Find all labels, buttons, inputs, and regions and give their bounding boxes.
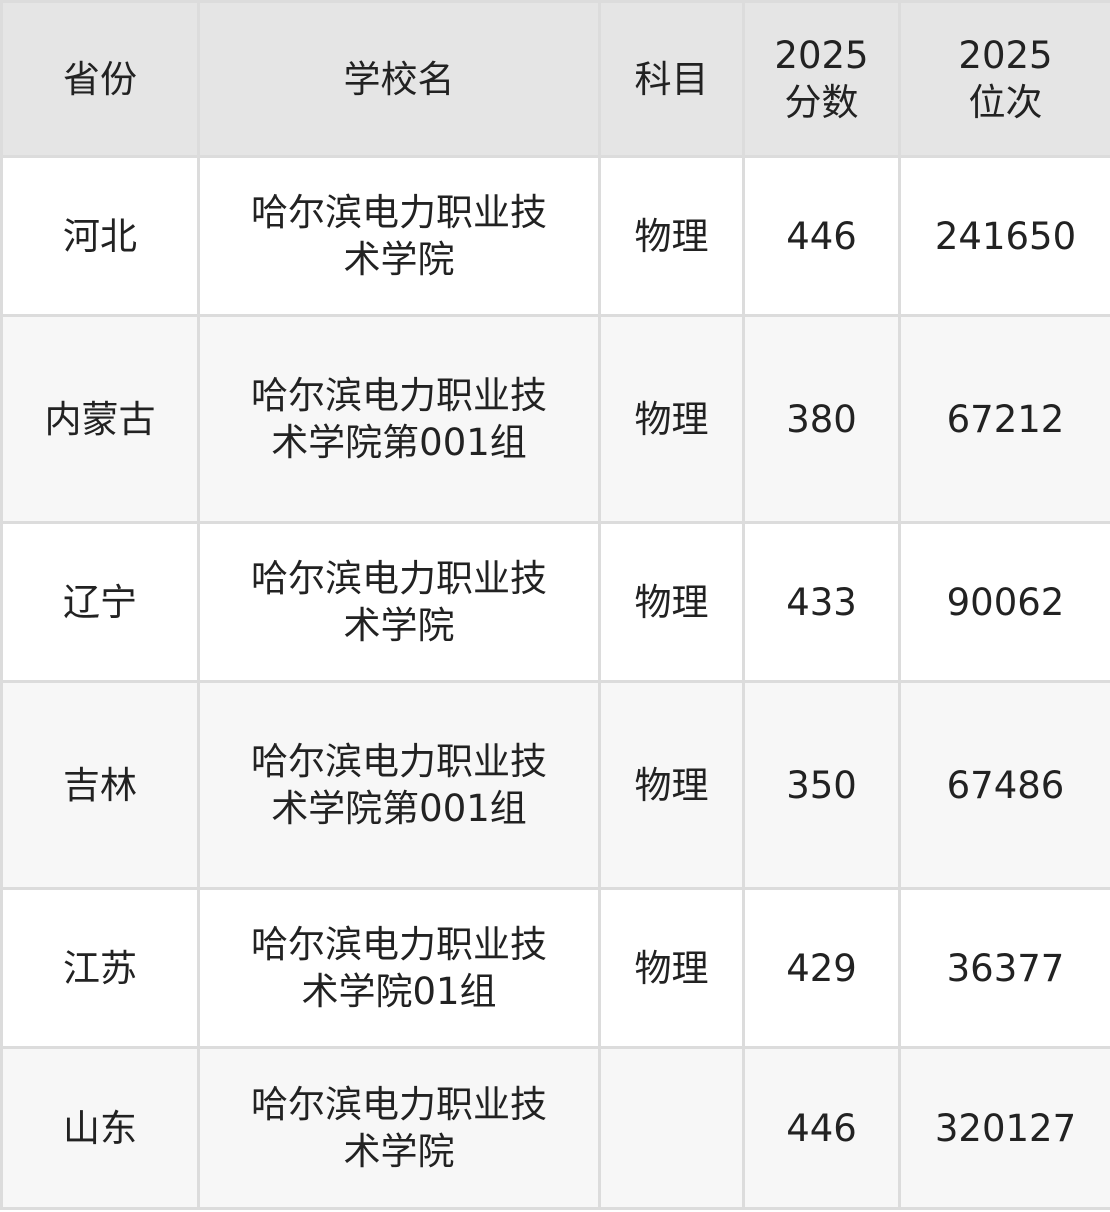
header-subject: 科目 bbox=[598, 0, 745, 158]
header-school: 学校名 bbox=[197, 0, 601, 158]
table-row: 吉林 哈尔滨电力职业技术学院第001组 物理 350 67486 bbox=[0, 680, 1110, 890]
table-row: 山东 哈尔滨电力职业技术学院 446 320127 bbox=[0, 1046, 1110, 1210]
rank-cell: 67486 bbox=[898, 680, 1110, 890]
table-row: 江苏 哈尔滨电力职业技术学院01组 物理 429 36377 bbox=[0, 887, 1110, 1049]
score-cell: 446 bbox=[742, 155, 901, 317]
header-score: 2025 分数 bbox=[742, 0, 901, 158]
rank-cell: 67212 bbox=[898, 314, 1110, 524]
rank-cell: 36377 bbox=[898, 887, 1110, 1049]
subject-cell: 物理 bbox=[598, 155, 745, 317]
subject-cell bbox=[598, 1046, 745, 1210]
school-cell: 哈尔滨电力职业技术学院 bbox=[197, 155, 601, 317]
province-cell: 内蒙古 bbox=[0, 314, 200, 524]
score-cell: 350 bbox=[742, 680, 901, 890]
subject-cell: 物理 bbox=[598, 887, 745, 1049]
score-cell: 380 bbox=[742, 314, 901, 524]
table-row: 辽宁 哈尔滨电力职业技术学院 物理 433 90062 bbox=[0, 521, 1110, 683]
school-cell: 哈尔滨电力职业技术学院 bbox=[197, 521, 601, 683]
rank-cell: 241650 bbox=[898, 155, 1110, 317]
table-row: 内蒙古 哈尔滨电力职业技术学院第001组 物理 380 67212 bbox=[0, 314, 1110, 524]
header-row: 省份 学校名 科目 2025 分数 2025 位次 bbox=[0, 0, 1110, 158]
school-cell: 哈尔滨电力职业技术学院第001组 bbox=[197, 680, 601, 890]
province-cell: 河北 bbox=[0, 155, 200, 317]
province-cell: 辽宁 bbox=[0, 521, 200, 683]
province-cell: 江苏 bbox=[0, 887, 200, 1049]
province-cell: 吉林 bbox=[0, 680, 200, 890]
header-rank: 2025 位次 bbox=[898, 0, 1110, 158]
table-row: 河北 哈尔滨电力职业技术学院 物理 446 241650 bbox=[0, 155, 1110, 317]
province-cell: 山东 bbox=[0, 1046, 200, 1210]
school-cell: 哈尔滨电力职业技术学院 bbox=[197, 1046, 601, 1210]
header-province: 省份 bbox=[0, 0, 200, 158]
rank-cell: 320127 bbox=[898, 1046, 1110, 1210]
score-cell: 429 bbox=[742, 887, 901, 1049]
score-cell: 446 bbox=[742, 1046, 901, 1210]
subject-cell: 物理 bbox=[598, 314, 745, 524]
rank-cell: 90062 bbox=[898, 521, 1110, 683]
subject-cell: 物理 bbox=[598, 680, 745, 890]
score-cell: 433 bbox=[742, 521, 901, 683]
school-cell: 哈尔滨电力职业技术学院01组 bbox=[197, 887, 601, 1049]
subject-cell: 物理 bbox=[598, 521, 745, 683]
school-cell: 哈尔滨电力职业技术学院第001组 bbox=[197, 314, 601, 524]
